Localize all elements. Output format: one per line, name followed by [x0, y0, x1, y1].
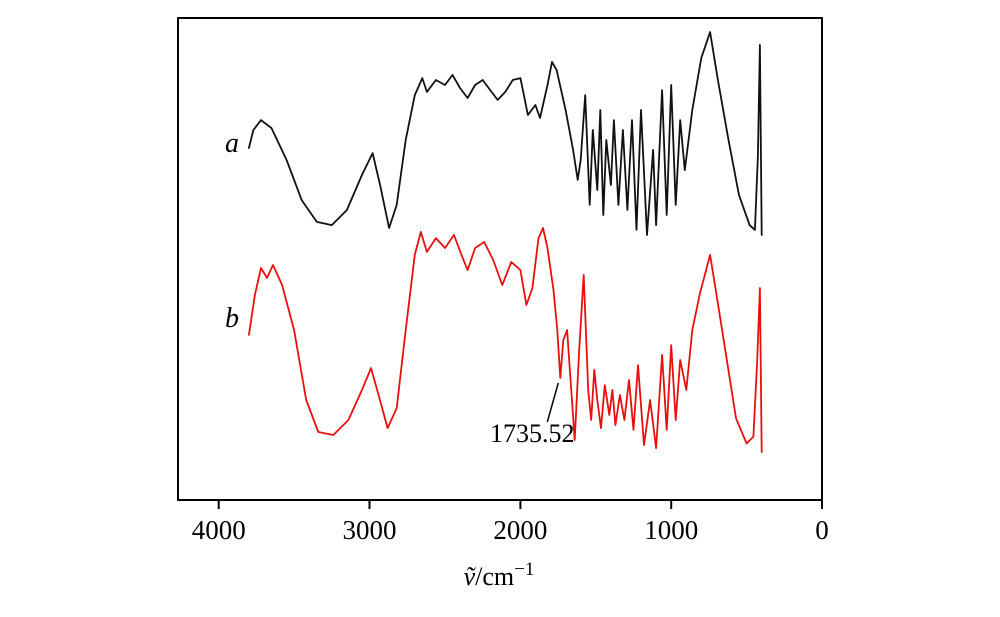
x-axis-label-unit: /cm [475, 562, 514, 591]
x-tick-label: 1000 [644, 515, 698, 545]
spectrum-a-curve [248, 31, 763, 236]
x-axis-label: ṽ/cm−1 [464, 559, 535, 591]
x-tick-label: 4000 [192, 515, 246, 545]
x-tick-label: 3000 [343, 515, 397, 545]
spectra-curves [248, 31, 763, 453]
plot-frame [177, 17, 823, 501]
x-axis-label-exponent: −1 [514, 559, 534, 580]
annotation-text: 1735.52 [490, 419, 575, 448]
x-axis-ticks: 4000 3000 2000 1000 0 [192, 500, 829, 545]
curve-label-b: b [225, 303, 239, 334]
spectrum-b-curve [248, 227, 763, 453]
x-axis-label-symbol: ṽ [464, 562, 477, 591]
x-tick-label: 0 [815, 515, 829, 545]
x-tick-label: 2000 [493, 515, 547, 545]
annotations: 1735.52 [490, 382, 575, 448]
annotation-pointer-line [546, 382, 560, 423]
curve-label-a: a [225, 128, 239, 159]
